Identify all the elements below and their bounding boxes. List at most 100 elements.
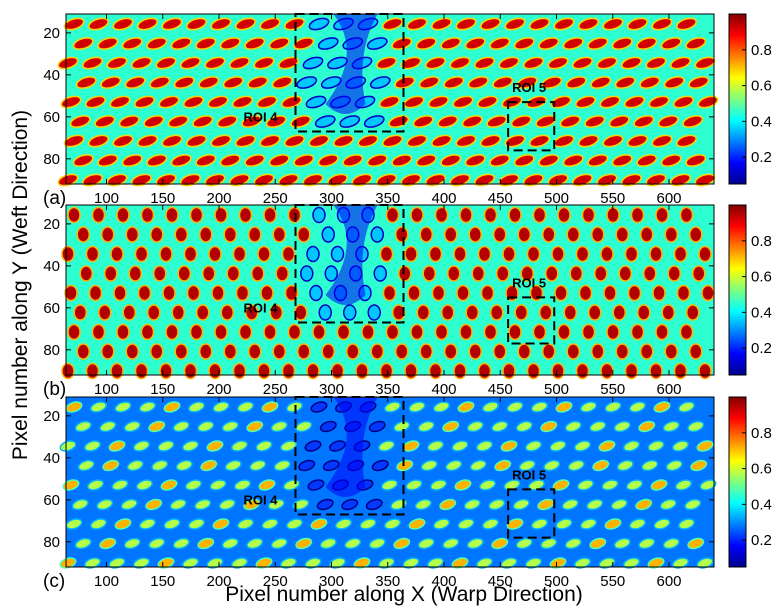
heatmap-cell xyxy=(232,245,247,263)
heatmap-cell xyxy=(615,226,629,243)
heatmap-cell xyxy=(444,343,458,360)
heatmap-cell xyxy=(253,173,275,187)
heatmap-cell xyxy=(596,173,618,187)
heatmap-cell xyxy=(147,304,161,321)
heatmap-cell xyxy=(468,343,482,360)
panel-3: ROI 4 ROI 5 100 150 200 250 300 350 400 450 500 550… xyxy=(43,396,772,592)
heatmap-cell xyxy=(336,323,351,341)
heatmap-cell xyxy=(444,226,458,243)
heatmap-cell xyxy=(512,498,530,511)
heatmap-cell xyxy=(309,284,323,302)
heatmap-cell xyxy=(529,134,550,148)
heatmap-cell xyxy=(82,56,103,70)
heatmap-cell xyxy=(629,518,646,530)
heatmap-cell xyxy=(552,479,570,491)
heatmap-cell xyxy=(694,56,716,70)
heatmap-cell xyxy=(672,440,689,452)
y-tick-label: 60 xyxy=(43,300,60,317)
heatmap-cell xyxy=(408,401,426,413)
heatmap-cell xyxy=(420,459,438,472)
heatmap-cell xyxy=(61,245,75,263)
heatmap-cell xyxy=(479,479,496,491)
heatmap-cell xyxy=(398,265,412,282)
heatmap-cell xyxy=(488,498,506,511)
heatmap-cell xyxy=(673,245,688,263)
heatmap-cell xyxy=(653,518,671,530)
heatmap-cell xyxy=(624,245,639,263)
heatmap-cell xyxy=(321,226,335,243)
heatmap-cell xyxy=(155,173,177,187)
heatmap-cell xyxy=(382,17,403,31)
heatmap-cell xyxy=(158,95,180,109)
heatmap-cell xyxy=(555,518,573,530)
heatmap-cell xyxy=(664,343,678,360)
x-tick-label: 250 xyxy=(263,381,288,398)
heatmap-cell xyxy=(180,173,201,187)
heatmap-cell xyxy=(673,95,694,109)
heatmap-cell xyxy=(557,323,571,341)
heatmap-cell xyxy=(113,284,127,302)
defect-region xyxy=(325,397,378,497)
heatmap-cell xyxy=(594,265,608,282)
colorbar-tick-label: 0.8 xyxy=(751,425,772,442)
heatmap-cell xyxy=(231,440,248,452)
heatmap-cell xyxy=(647,440,665,452)
heatmap-cell xyxy=(502,362,516,380)
heatmap-cell xyxy=(318,304,332,321)
heatmap-cell xyxy=(467,76,489,89)
heatmap-cell xyxy=(541,76,563,89)
heatmap-cell xyxy=(550,95,572,109)
heatmap-cell xyxy=(146,154,168,167)
heatmap-cell xyxy=(590,76,612,89)
heatmap-cell xyxy=(443,76,465,89)
heatmap-cell xyxy=(136,479,153,491)
heatmap-cell xyxy=(415,37,437,50)
heatmap-cell xyxy=(270,537,288,550)
heatmap-cell xyxy=(440,37,462,50)
heatmap-cell xyxy=(161,134,183,148)
heatmap-cell xyxy=(330,362,345,380)
heatmap-cell xyxy=(343,304,357,321)
heatmap-cell xyxy=(170,154,192,167)
heatmap-cell xyxy=(63,134,85,148)
heatmap-cell xyxy=(422,265,436,282)
heatmap-cell xyxy=(523,56,544,70)
y-tick-label: 40 xyxy=(43,67,60,84)
heatmap-cell xyxy=(500,440,518,452)
heatmap-cell xyxy=(662,537,680,550)
heatmap-cell xyxy=(529,17,550,31)
heatmap-cell xyxy=(453,362,467,380)
heatmap-cell xyxy=(67,206,81,224)
heatmap-cell xyxy=(434,206,449,224)
heatmap-cell xyxy=(114,401,132,413)
panels: ROI 4 ROI 5 100 150 200 250 300 350 400 450 500 550… xyxy=(43,13,772,592)
heatmap-cell xyxy=(278,56,299,70)
heatmap-cell xyxy=(235,284,250,302)
heatmap-cell xyxy=(551,245,565,263)
heatmap-cell xyxy=(199,343,213,360)
heatmap-cell xyxy=(679,323,694,341)
heatmap-cell xyxy=(641,459,659,472)
heatmap-cell xyxy=(335,518,352,530)
heatmap-cell xyxy=(319,537,337,550)
heatmap-cell xyxy=(221,420,239,433)
heatmap-cell xyxy=(197,420,215,433)
heatmap-cell xyxy=(688,76,710,89)
heatmap-cell xyxy=(464,154,486,167)
colorbar-tick-label: 0.6 xyxy=(751,269,772,286)
heatmap-cell xyxy=(640,343,654,360)
heatmap-cell xyxy=(175,459,193,472)
heatmap-cell xyxy=(518,459,536,472)
heatmap-cell xyxy=(510,115,532,128)
heatmap-cell xyxy=(195,37,217,50)
heatmap-cell xyxy=(278,173,299,187)
heatmap-cell xyxy=(106,56,128,70)
heatmap-cell xyxy=(382,284,397,302)
x-tick-label: 100 xyxy=(94,381,119,398)
heatmap-cell xyxy=(223,226,237,243)
x-tick-label: 150 xyxy=(150,381,175,398)
heatmap-cell xyxy=(425,56,446,70)
heatmap-cell xyxy=(265,115,287,128)
roi-label: ROI 5 xyxy=(512,275,546,290)
heatmap-cell xyxy=(293,154,315,167)
